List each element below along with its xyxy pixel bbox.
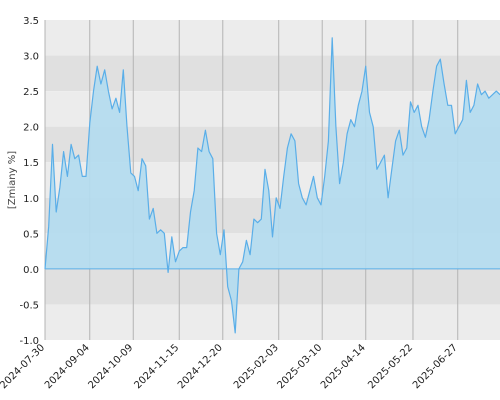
y-tick-label: -1.0 (19, 336, 39, 347)
data-area-fill (45, 37, 500, 333)
x-axis-tick-labels: 2024-07-302024-09-042024-10-092024-11-15… (0, 342, 460, 391)
background-band (45, 268, 500, 305)
x-tick-label: 2024-11-15 (133, 342, 182, 391)
x-tick-label: 2025-03-10 (275, 342, 324, 391)
background-band (45, 20, 500, 56)
y-tick-label: 0.5 (23, 229, 39, 240)
x-tick-label: 2024-07-30 (0, 342, 47, 391)
y-axis-label: [Zmiany %] (7, 151, 18, 209)
y-tick-label: 0.0 (23, 265, 39, 276)
background-band (45, 304, 500, 340)
y-tick-label: 2.5 (23, 87, 39, 98)
data-line-series (44, 37, 500, 334)
x-tick-label: 2025-04-14 (319, 342, 368, 391)
x-tick-label: 2025-06-27 (411, 342, 460, 391)
y-tick-label: 3.5 (23, 16, 39, 27)
x-tick-label: 2025-05-22 (366, 342, 415, 391)
y-axis-tick-labels: -1.0 -0.5 0.0 0.5 1.0 1.5 2.0 2.5 3.0 3.5 (19, 16, 39, 347)
y-tick-label: -0.5 (19, 300, 39, 311)
y-tick-label: 1.5 (23, 158, 39, 169)
x-tick-label: 2025-02-03 (232, 342, 281, 391)
background-band (45, 55, 500, 92)
y-tick-label: 1.0 (23, 194, 39, 205)
x-tick-label: 2024-10-09 (87, 342, 136, 391)
y-tick-label: 2.0 (23, 123, 39, 134)
x-tick-label: 2024-09-04 (43, 342, 92, 391)
x-tick-label: 2024-12-20 (176, 342, 225, 391)
y-tick-label: 3.0 (23, 52, 39, 63)
